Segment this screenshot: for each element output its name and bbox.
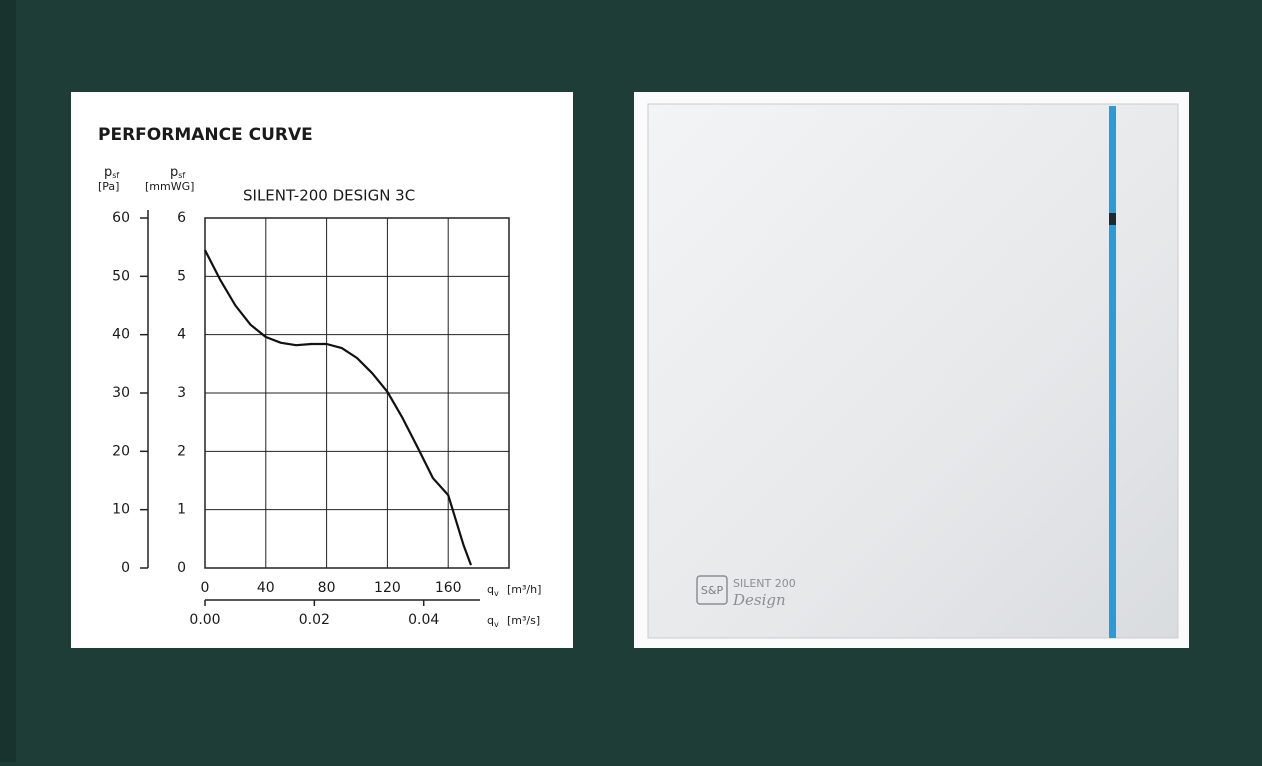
y-tick-label: 20 bbox=[112, 443, 130, 459]
axis-label: qv bbox=[487, 614, 499, 629]
y-tick-label: 10 bbox=[112, 502, 130, 518]
axis-symbol: q bbox=[487, 583, 494, 596]
axis-unit: [Pa] bbox=[98, 180, 119, 193]
x2-tick-label: 0.04 bbox=[408, 612, 439, 628]
y-tick-label: 40 bbox=[112, 327, 130, 343]
chart-subtitle: SILENT-200 DESIGN 3C bbox=[243, 187, 415, 205]
y-tick-label: 0 bbox=[121, 560, 130, 576]
axis-unit: [m³/s] bbox=[507, 614, 540, 627]
axis-subscript: sf bbox=[112, 171, 119, 180]
axis-symbol: p bbox=[104, 165, 112, 180]
performance-curve bbox=[204, 249, 473, 566]
axis-subscript: v bbox=[494, 589, 499, 598]
blue-stripe bbox=[1109, 106, 1116, 638]
axis-label: psf bbox=[104, 165, 119, 180]
y2-tick-label: 6 bbox=[177, 210, 186, 226]
y2-tick-label: 4 bbox=[177, 327, 186, 343]
fan-cover bbox=[647, 103, 1179, 639]
y2-tick-label: 5 bbox=[177, 268, 186, 284]
axis-unit: [m³/h] bbox=[507, 583, 541, 596]
product-line: Design bbox=[732, 591, 786, 609]
axis-label: psf bbox=[170, 165, 185, 180]
logo-mark: S&P bbox=[701, 584, 724, 597]
axis-label: qv bbox=[487, 583, 499, 598]
plot-frame bbox=[204, 217, 510, 569]
x2-tick-label: 0.02 bbox=[299, 612, 330, 628]
chart-card bbox=[71, 92, 573, 648]
x-tick-label: 40 bbox=[257, 580, 275, 596]
y2-tick-label: 2 bbox=[177, 443, 186, 459]
y2-tick-label: 3 bbox=[177, 385, 186, 401]
y2-tick-label: 0 bbox=[177, 560, 186, 576]
x-tick-label: 80 bbox=[318, 580, 336, 596]
indicator bbox=[1109, 213, 1116, 225]
y-tick-label: 50 bbox=[112, 268, 130, 284]
x2-tick-label: 0.00 bbox=[189, 612, 220, 628]
axis-subscript: v bbox=[494, 620, 499, 629]
axis-symbol: q bbox=[487, 614, 494, 627]
product-model: SILENT 200 bbox=[733, 577, 796, 590]
axis-subscript: sf bbox=[178, 171, 185, 180]
x-tick-label: 160 bbox=[435, 580, 462, 596]
chart-title: PERFORMANCE CURVE bbox=[98, 125, 313, 145]
logo bbox=[696, 575, 728, 605]
axis-unit: [mmWG] bbox=[145, 180, 194, 193]
axis-symbol: p bbox=[170, 165, 178, 180]
x-tick-label: 0 bbox=[201, 580, 210, 596]
y2-tick-label: 1 bbox=[177, 502, 186, 518]
y-tick-label: 30 bbox=[112, 385, 130, 401]
y-tick-label: 60 bbox=[112, 210, 130, 226]
x-tick-label: 120 bbox=[374, 580, 401, 596]
